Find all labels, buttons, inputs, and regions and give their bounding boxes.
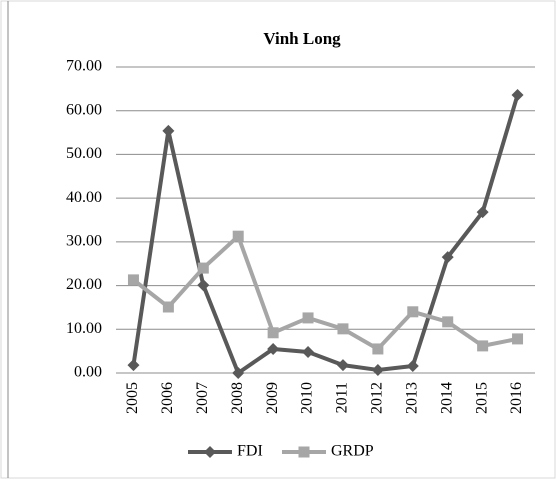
point bbox=[336, 359, 349, 372]
point bbox=[197, 279, 210, 292]
point bbox=[511, 88, 524, 101]
point bbox=[162, 124, 175, 137]
point bbox=[302, 312, 314, 324]
x-tick-label: 2009 bbox=[264, 382, 281, 414]
point bbox=[406, 360, 419, 373]
point bbox=[372, 343, 384, 355]
point bbox=[232, 367, 245, 379]
point bbox=[337, 323, 349, 335]
point bbox=[162, 301, 174, 313]
x-tick-label: 2013 bbox=[403, 382, 420, 414]
x-tick-label: 2006 bbox=[159, 382, 176, 414]
point bbox=[442, 316, 454, 328]
y-tick-label: 50.00 bbox=[66, 145, 102, 162]
y-tick-label: 0.00 bbox=[74, 364, 102, 381]
y-tick-label: 70.00 bbox=[66, 58, 102, 75]
x-tick-label: 2012 bbox=[369, 382, 386, 414]
point bbox=[298, 446, 310, 458]
x-tick-label: 2015 bbox=[473, 382, 490, 414]
point bbox=[512, 333, 524, 345]
point bbox=[232, 230, 244, 242]
point bbox=[407, 306, 419, 318]
x-tick-label: 2005 bbox=[124, 382, 141, 414]
x-tick-label: 2010 bbox=[299, 382, 316, 414]
point bbox=[371, 363, 384, 376]
x-tick-label: 2014 bbox=[438, 382, 455, 414]
x-tick-label: 2008 bbox=[229, 382, 246, 414]
x-tick-label: 2016 bbox=[508, 382, 525, 414]
series-line bbox=[131, 94, 520, 375]
y-tick-label: 10.00 bbox=[66, 320, 102, 337]
chart-title: Vinh Long bbox=[263, 29, 341, 48]
point bbox=[267, 342, 280, 355]
x-tick-label: 2011 bbox=[334, 382, 351, 413]
y-tick-label: 20.00 bbox=[66, 276, 102, 293]
x-tick-label: 2007 bbox=[194, 382, 211, 414]
y-tick-label: 30.00 bbox=[66, 233, 102, 250]
point bbox=[477, 340, 489, 352]
series-line bbox=[132, 234, 518, 351]
point bbox=[204, 446, 216, 458]
point bbox=[127, 274, 139, 286]
point bbox=[476, 206, 489, 219]
y-tick-label: 40.00 bbox=[66, 189, 102, 206]
point bbox=[267, 327, 279, 339]
legend-label: FDI bbox=[237, 443, 263, 460]
point bbox=[302, 346, 315, 359]
point bbox=[197, 262, 209, 274]
point bbox=[127, 359, 140, 372]
legend-label: GRDP bbox=[331, 443, 374, 460]
y-tick-label: 60.00 bbox=[66, 101, 102, 118]
point bbox=[441, 251, 454, 264]
